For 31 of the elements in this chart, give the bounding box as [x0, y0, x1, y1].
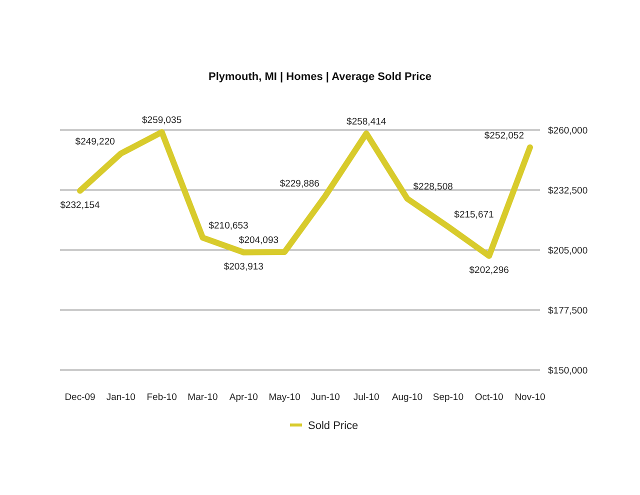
x-tick-label: Apr-10: [229, 392, 258, 403]
y-tick-label: $205,000: [548, 245, 588, 256]
data-label: $232,154: [60, 200, 100, 211]
data-label: $229,886: [280, 178, 320, 190]
x-tick-label: Jun-10: [310, 392, 340, 403]
data-label: $259,035: [142, 115, 182, 126]
data-label: $249,220: [75, 136, 115, 148]
x-tick-label: Feb-10: [146, 392, 177, 403]
data-label: $202,296: [469, 264, 509, 276]
y-tick-label: $177,500: [548, 305, 588, 316]
data-label: $203,913: [224, 261, 264, 272]
y-tick-label: $150,000: [548, 365, 588, 376]
x-tick-label: Jan-10: [106, 392, 136, 403]
x-tick-label: Mar-10: [188, 392, 218, 403]
x-tick-label: Nov-10: [514, 392, 546, 403]
x-tick-label: Oct-10: [474, 392, 504, 403]
data-label: $228,508: [413, 182, 453, 193]
chart-title: Plymouth, MI | Homes | Average Sold Price: [208, 71, 432, 83]
data-label: $252,052: [484, 130, 524, 142]
x-tick-label: Sep-10: [432, 392, 464, 403]
data-label: $215,671: [454, 210, 494, 221]
data-label: $204,093: [238, 234, 279, 246]
x-tick-label: Dec-09: [64, 392, 96, 403]
data-label: $258,414: [346, 116, 386, 128]
data-label: $210,653: [208, 220, 248, 232]
legend-label: Sold Price: [308, 420, 358, 432]
y-tick-label: $260,000: [548, 125, 588, 136]
x-tick-label: Jul-10: [353, 392, 380, 403]
y-tick-label: $232,500: [548, 185, 588, 196]
x-tick-label: May-10: [268, 392, 300, 403]
x-tick-label: Aug-10: [392, 392, 423, 403]
